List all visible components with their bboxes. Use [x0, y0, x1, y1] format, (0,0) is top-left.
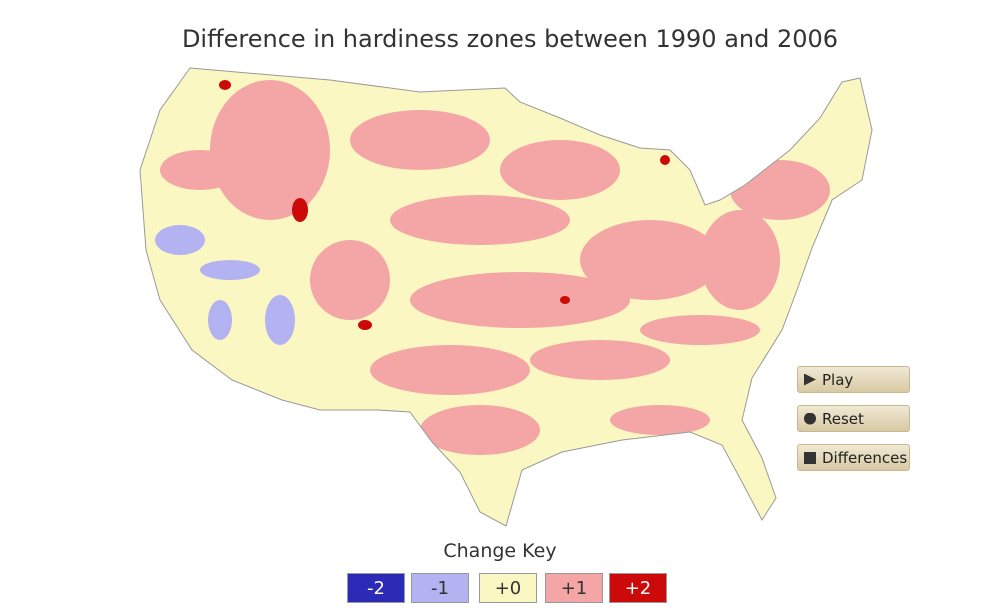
legend-swatch: -2 [347, 573, 405, 603]
button-label: Differences [822, 448, 908, 467]
button[interactable]: Differences [797, 444, 910, 471]
button-label: Play [822, 370, 854, 389]
legend-title: Change Key [443, 540, 557, 562]
map-fill [140, 68, 872, 526]
button-icon [804, 412, 816, 425]
button[interactable]: Reset [797, 405, 910, 432]
title: Difference in hardiness zones between 19… [182, 25, 838, 53]
button[interactable]: Play [797, 366, 910, 393]
legend-swatch: +1 [545, 573, 603, 603]
legend-swatch: +2 [609, 573, 667, 603]
button-icon [804, 451, 816, 464]
button-label: Reset [822, 409, 864, 428]
button-icon [804, 373, 816, 386]
legend-swatch: +0 [479, 573, 537, 603]
legend-swatch: -1 [411, 573, 469, 603]
